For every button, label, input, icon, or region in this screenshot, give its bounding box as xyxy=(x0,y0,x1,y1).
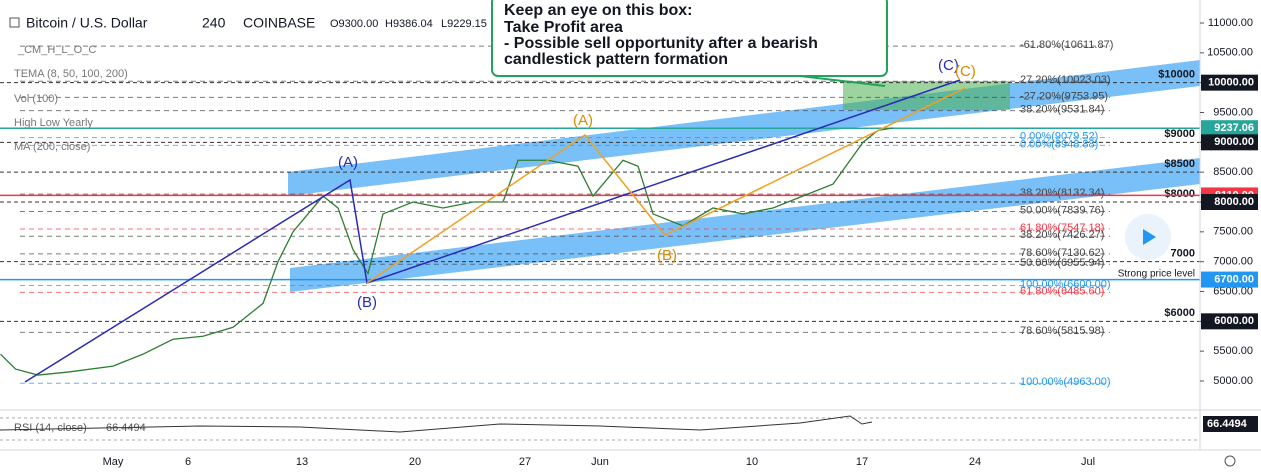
price-tick-label: 7500.00 xyxy=(1213,226,1253,238)
indicator-label[interactable]: TEMA (8, 50, 100, 200) xyxy=(14,68,128,80)
indicator-label[interactable]: Vol (100) xyxy=(14,93,58,105)
fib-label: 38.20%(9531.84) xyxy=(1020,104,1104,116)
fib-label: -27.20%(9753.95) xyxy=(1020,90,1108,102)
annotation-line: Take Profit area xyxy=(504,19,623,36)
time-tick-label: 27 xyxy=(519,456,531,468)
price-tick-label: 11000.00 xyxy=(1208,17,1253,29)
level-label: $6000 xyxy=(1164,307,1195,319)
price-tick-label: 8500.00 xyxy=(1213,166,1253,178)
fib-label: 78.60%(5815.98) xyxy=(1020,325,1104,337)
price-tag-label: 8000.00 xyxy=(1214,196,1254,208)
price-tag xyxy=(1201,271,1258,288)
price-tick-label: 10500.00 xyxy=(1207,47,1253,59)
wave-label: (C) xyxy=(938,57,959,74)
price-tag-label: 6700.00 xyxy=(1214,273,1254,285)
time-tick-label: 17 xyxy=(856,456,868,468)
price-tag xyxy=(1201,194,1258,210)
time-tick-label: 13 xyxy=(296,456,308,468)
fib-label: 27.20%(10023.03) xyxy=(1020,74,1111,86)
price-tick-label: 6500.00 xyxy=(1213,285,1253,297)
wave-label: (A) xyxy=(338,154,358,171)
time-tick-label: Jul xyxy=(1081,456,1095,468)
rsi-tag-label: 66.4494 xyxy=(1207,418,1248,430)
play-icon xyxy=(1143,229,1156,245)
fib-label: 78.60%(7130.62) xyxy=(1020,247,1104,259)
price-tag-label: 10000.00 xyxy=(1208,77,1254,89)
fib-label: 61.80%(7547.18) xyxy=(1020,222,1104,234)
fib-label: 38.20%(7426.27) xyxy=(1020,229,1104,241)
fib-label: -61.80%(10611.87) xyxy=(1020,39,1113,51)
level-label: $8000 xyxy=(1164,188,1195,200)
rsi-title[interactable]: RSI (14, close) xyxy=(14,422,87,434)
strong-level-label: Strong price level xyxy=(1118,268,1195,279)
time-tick-label: 10 xyxy=(746,456,758,468)
price-tick-label: 5500.00 xyxy=(1213,345,1253,357)
wave-label: (B) xyxy=(357,294,377,311)
collapse-icon[interactable] xyxy=(9,17,20,28)
fib-label: 100.00%(4963.00) xyxy=(1020,376,1111,388)
settings-icon[interactable] xyxy=(1224,455,1236,467)
price-tick-label: 5000.00 xyxy=(1213,375,1253,387)
wave-label: (C) xyxy=(955,63,976,80)
rsi-tag xyxy=(1203,416,1258,432)
fib-label: 61.80%(6485.60) xyxy=(1020,285,1104,297)
ohlc: L9229.15 xyxy=(441,18,487,30)
wave-orange xyxy=(366,87,966,284)
price-tick-label: 7000.00 xyxy=(1213,256,1253,268)
time-tick-label: May xyxy=(103,456,124,468)
symbol: Bitcoin / U.S. Dollar xyxy=(26,15,148,31)
level-label: 7000 xyxy=(1171,248,1195,260)
level-label: $9000 xyxy=(1164,128,1195,140)
wave-label: (A) xyxy=(573,112,593,129)
annotation-line: Keep an eye on this box: xyxy=(504,2,692,19)
indicator-label[interactable]: High Low Yearly xyxy=(14,117,93,129)
take-profit-box xyxy=(843,81,1010,110)
annotation-box xyxy=(491,0,888,77)
indicator-label[interactable]: MA (200, close) xyxy=(14,141,90,153)
exchange: COINBASE xyxy=(243,15,315,31)
price-tick-label: 9500.00 xyxy=(1213,106,1253,118)
time-tick-label: 20 xyxy=(409,456,421,468)
level-label: $8500 xyxy=(1164,158,1195,170)
price-tag-label: 9000.00 xyxy=(1214,136,1254,148)
time-tick-label: 24 xyxy=(969,456,981,468)
price-tag-label: 6000.00 xyxy=(1214,315,1254,327)
fib-label: 0.00%(9079.52) xyxy=(1020,130,1098,142)
annotation-line: - Possible sell opportunity after a bear… xyxy=(504,35,818,52)
annotation-pointer xyxy=(799,75,886,87)
price-tag xyxy=(1201,74,1258,91)
price-path xyxy=(0,127,894,376)
rsi-line xyxy=(0,415,873,433)
level-label: $10000 xyxy=(1158,69,1195,81)
price-tag-label: 9237.06 xyxy=(1214,122,1254,134)
indicator-label[interactable]: _CM_H_L_O_C xyxy=(17,44,96,56)
wave-blue xyxy=(24,79,961,383)
ohlc: H9386.04 xyxy=(385,18,433,30)
wave-label: (B) xyxy=(657,247,677,264)
annotation-line: candlestick pattern formation xyxy=(504,51,728,68)
time-tick-label: Jun xyxy=(591,456,609,468)
fib-label: 38.20%(8132.34) xyxy=(1020,187,1104,199)
fib-label: 50.00%(6955.94) xyxy=(1020,257,1104,269)
interval: 240 xyxy=(202,15,226,31)
time-tick-label: 6 xyxy=(185,456,191,468)
price-tag xyxy=(1201,313,1258,330)
price-tag xyxy=(1201,120,1258,137)
fib-label: 50.00%(7839.76) xyxy=(1020,204,1104,216)
ohlc: O9300.00 xyxy=(330,18,378,30)
lower-channel xyxy=(290,158,1200,292)
fib-label: 100.00%(6600.00) xyxy=(1020,278,1111,290)
price-tag xyxy=(1201,134,1258,151)
fib-label: 0.00%(8948.88) xyxy=(1020,138,1098,150)
